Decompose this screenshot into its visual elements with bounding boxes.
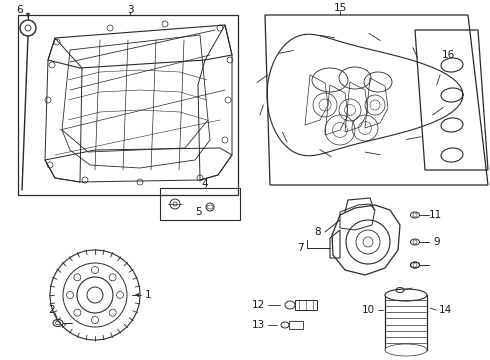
Ellipse shape: [385, 344, 427, 356]
Text: 9: 9: [434, 237, 441, 247]
Text: 4: 4: [202, 179, 208, 189]
Bar: [385, 295, 427, 350]
Text: 8: 8: [315, 227, 321, 237]
Text: 12: 12: [251, 300, 265, 310]
Text: 5: 5: [195, 207, 201, 217]
Text: 15: 15: [333, 3, 346, 13]
Bar: [295, 300, 317, 310]
Text: 11: 11: [428, 210, 441, 220]
Text: 10: 10: [362, 305, 374, 315]
Text: 13: 13: [251, 320, 265, 330]
Text: 6: 6: [17, 5, 24, 15]
Bar: [289, 321, 303, 329]
Bar: [18, 15, 238, 195]
Text: 14: 14: [439, 305, 452, 315]
Text: 3: 3: [127, 5, 133, 15]
Text: 7: 7: [296, 243, 303, 253]
Text: 1: 1: [145, 290, 151, 300]
Ellipse shape: [385, 289, 427, 301]
Text: 16: 16: [441, 50, 455, 60]
Text: 2: 2: [49, 305, 55, 315]
Bar: [160, 188, 240, 220]
